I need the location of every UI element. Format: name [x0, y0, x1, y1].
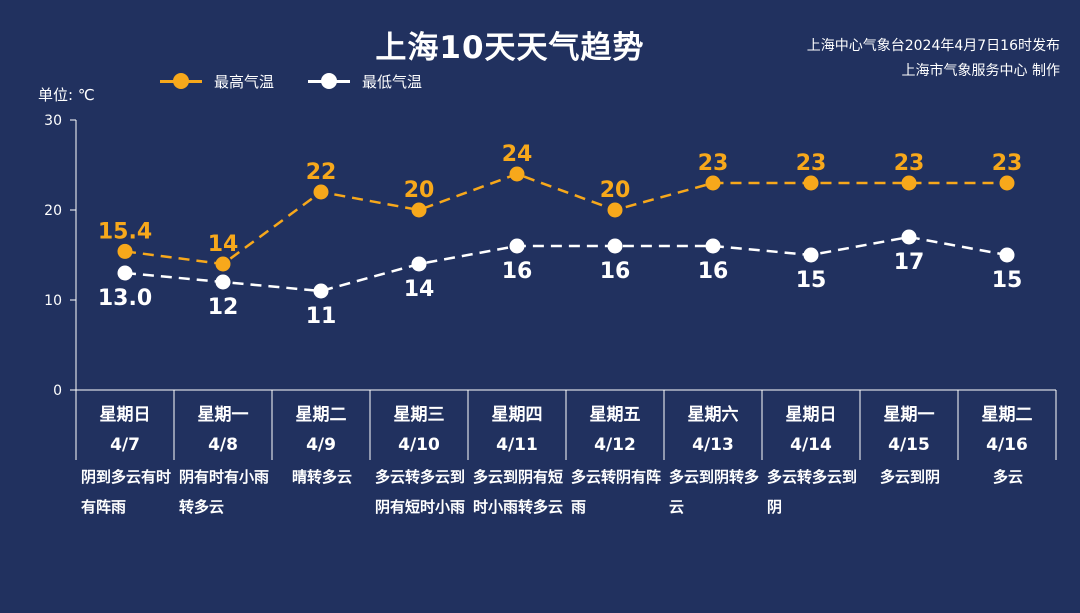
y-tick-label: 0	[53, 383, 62, 399]
high-temp-label: 15.4	[98, 219, 152, 244]
weekday-label: 星期五	[589, 405, 641, 425]
high-temp-point	[117, 243, 133, 259]
high-temp-label: 23	[992, 151, 1023, 176]
weather-description: 多云到阴转多云	[669, 468, 760, 516]
y-tick-label: 20	[44, 203, 62, 219]
weather-description: 多云到阴有短时小雨转多云	[473, 468, 564, 516]
day-header: 星期五 4/12	[566, 400, 664, 460]
date-label: 4/8	[208, 435, 238, 455]
low-temp-point	[411, 256, 427, 272]
issuer-info: 上海中心气象台2024年4月7日16时发布 上海市气象服务中心 制作	[807, 34, 1060, 84]
date-label: 4/16	[986, 435, 1028, 455]
low-temp-label: 16	[600, 259, 631, 284]
high-temp-label: 20	[404, 178, 435, 203]
legend-high-marker	[160, 71, 202, 91]
date-label: 4/14	[790, 435, 832, 455]
legend-high-label: 最高气温	[214, 72, 275, 91]
day-header: 星期一 4/8	[174, 400, 272, 460]
weekday-label: 星期日	[785, 405, 837, 425]
day-header: 星期日 4/7	[76, 400, 174, 460]
weekday-label: 星期四	[491, 405, 543, 425]
low-temp-label: 12	[208, 295, 239, 320]
day-header: 星期六 4/13	[664, 400, 762, 460]
high-temp-label: 23	[894, 151, 925, 176]
high-temp-point	[901, 175, 917, 191]
low-temp-label: 11	[306, 304, 337, 329]
low-temp-point	[607, 238, 623, 254]
weekday-label: 星期六	[687, 405, 739, 425]
low-temp-point	[117, 265, 133, 281]
weather-description: 阴有时有小雨转多云	[179, 468, 270, 516]
y-tick-label: 10	[44, 293, 62, 309]
date-label: 4/13	[692, 435, 734, 455]
date-label: 4/12	[594, 435, 636, 455]
y-tick-label: 30	[44, 113, 62, 129]
low-temp-point	[803, 247, 819, 263]
low-temp-point	[313, 283, 329, 299]
low-temp-point	[509, 238, 525, 254]
high-temp-point	[313, 184, 329, 200]
high-temp-point	[509, 166, 525, 182]
y-axis-unit: 单位: ℃	[38, 86, 95, 104]
high-temp-label: 22	[306, 160, 337, 185]
weather-description: 多云转多云到阴	[767, 468, 858, 516]
weather-description: 多云到阴	[879, 468, 940, 486]
low-temp-label: 15	[796, 268, 827, 293]
date-label: 4/7	[110, 435, 140, 455]
weekday-label: 星期二	[295, 405, 347, 425]
high-temp-line	[124, 172, 1007, 266]
weekday-label: 星期三	[393, 405, 445, 425]
high-temp-label: 24	[502, 142, 533, 167]
page-title: 上海10天天气趋势	[375, 30, 645, 66]
issuer-line-2: 上海市气象服务中心 制作	[901, 63, 1060, 79]
date-label: 4/15	[888, 435, 930, 455]
date-label: 4/10	[398, 435, 440, 455]
day-header: 星期日 4/14	[762, 400, 860, 460]
weekday-label: 星期二	[981, 405, 1033, 425]
low-temp-line	[124, 235, 1008, 293]
day-header: 星期一 4/15	[860, 400, 958, 460]
high-temp-label: 23	[698, 151, 729, 176]
low-temp-point	[705, 238, 721, 254]
high-temp-point	[607, 202, 623, 218]
weather-description: 晴转多云	[291, 468, 352, 486]
weekday-label: 星期日	[99, 405, 151, 425]
day-header: 星期二 4/9	[272, 400, 370, 460]
high-temp-label: 23	[796, 151, 827, 176]
low-temp-label: 15	[992, 268, 1023, 293]
high-temp-label: 20	[600, 178, 631, 203]
chart-legend: 最高气温 最低气温	[160, 70, 456, 92]
weekday-label: 星期一	[197, 405, 249, 425]
legend-low-label: 最低气温	[362, 72, 423, 91]
high-temp-point	[215, 256, 231, 272]
weather-description: 多云转阴有阵雨	[571, 468, 662, 516]
date-label: 4/11	[496, 435, 538, 455]
weekday-label: 星期一	[883, 405, 935, 425]
weather-description: 多云转多云到阴有短时小雨	[375, 468, 466, 516]
day-header: 星期四 4/11	[468, 400, 566, 460]
weather-description: 阴到多云有时有阵雨	[81, 468, 172, 516]
low-temp-label: 16	[698, 259, 729, 284]
low-temp-label: 17	[894, 250, 925, 275]
legend-low-marker	[308, 71, 351, 91]
low-temp-label: 13.0	[98, 286, 152, 311]
legend-item-high[interactable]: 最高气温	[160, 71, 274, 92]
low-temp-point	[215, 274, 231, 290]
high-temp-point	[705, 175, 721, 191]
low-temp-point	[901, 229, 917, 245]
low-temp-point	[999, 247, 1015, 263]
high-temp-point	[999, 175, 1015, 191]
low-temp-label: 14	[404, 277, 435, 302]
day-header: 星期二 4/16	[958, 400, 1056, 460]
legend-item-low[interactable]: 最低气温	[308, 71, 422, 92]
high-temp-point	[803, 175, 819, 191]
date-label: 4/9	[306, 435, 336, 455]
high-temp-point	[411, 202, 427, 218]
issuer-line-1: 上海中心气象台2024年4月7日16时发布	[806, 38, 1060, 54]
low-temp-label: 16	[502, 259, 533, 284]
day-header: 星期三 4/10	[370, 400, 468, 460]
weather-description: 多云	[992, 468, 1023, 486]
high-temp-label: 14	[208, 232, 239, 257]
